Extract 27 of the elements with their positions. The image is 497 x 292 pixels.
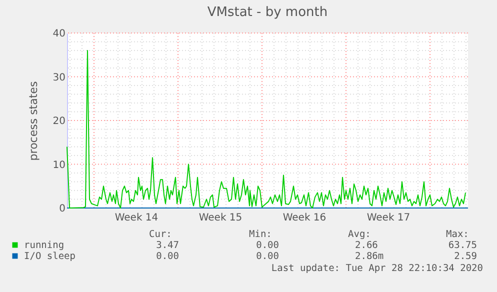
x-tick-label: Week 14 [114, 212, 158, 224]
text: Max: [446, 229, 469, 240]
legend-label: running [24, 240, 64, 251]
legend-label: I/O sleep [24, 251, 76, 262]
line-series [66, 50, 466, 208]
text: 3.47 [156, 240, 179, 251]
y-tick-label: 30 [52, 72, 66, 84]
text: 2.66 [355, 240, 378, 251]
text: 0.00 [256, 251, 280, 262]
x-tick-label: Week 17 [366, 212, 410, 224]
text: 2.86m [355, 251, 384, 262]
y-tick-label: 20 [52, 116, 66, 127]
x-tick-label: Week 15 [198, 212, 242, 224]
x-tick-label: Week 16 [282, 212, 326, 224]
y-tick-label: 10 [52, 160, 66, 171]
text: Avg: [348, 229, 371, 240]
text: Min: [249, 229, 272, 240]
y-axis-title: process states [26, 81, 40, 161]
text: 0.00 [156, 251, 180, 262]
text: 0.00 [256, 240, 280, 251]
text: Last update: Tue Apr 28 22:10:34 2020 [271, 263, 484, 274]
text: 63.75 [448, 240, 477, 251]
text: Cur: [149, 229, 172, 240]
y-tick-label: 0 [59, 204, 66, 214]
y-tick-label: 40 [52, 28, 66, 40]
chart-title: VMstat - by month [207, 5, 328, 20]
text: 2.59 [454, 251, 478, 262]
